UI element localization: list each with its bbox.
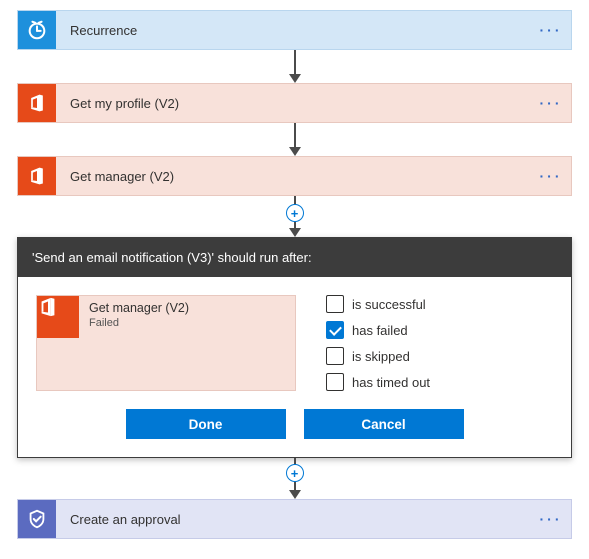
checkbox-label: is skipped [352,349,410,364]
add-step-icon[interactable]: + [286,464,304,482]
step-title: Create an approval [56,512,531,527]
checkbox-icon [326,373,344,391]
recurrence-icon [18,11,56,49]
step-recurrence[interactable]: Recurrence ··· [17,10,572,50]
connector [289,50,301,83]
connector: + [286,196,304,237]
panel-header: 'Send an email notification (V3)' should… [18,238,571,277]
more-icon[interactable]: ··· [531,171,571,181]
step-create-approval[interactable]: Create an approval ··· [17,499,572,539]
checkbox-icon [326,347,344,365]
checkbox-label: has timed out [352,375,430,390]
checkbox-is-successful[interactable]: is successful [326,295,430,313]
condition-list: is successful has failed is skipped has … [326,295,430,391]
more-icon[interactable]: ··· [531,98,571,108]
office-icon [37,296,79,338]
done-button[interactable]: Done [126,409,286,439]
run-after-panel: 'Send an email notification (V3)' should… [17,237,572,458]
more-icon[interactable]: ··· [531,514,571,524]
checkbox-has-failed[interactable]: has failed [326,321,430,339]
step-title: Get manager (V2) [56,169,531,184]
add-step-icon[interactable]: + [286,204,304,222]
office-icon [18,157,56,195]
more-icon[interactable]: ··· [531,25,571,35]
checkbox-label: has failed [352,323,408,338]
step-title: Recurrence [56,23,531,38]
step-get-manager[interactable]: Get manager (V2) ··· [17,156,572,196]
approval-icon [18,500,56,538]
step-get-profile[interactable]: Get my profile (V2) ··· [17,83,572,123]
cancel-button[interactable]: Cancel [304,409,464,439]
predecessor-name: Get manager (V2) [89,301,189,315]
checkbox-icon [326,321,344,339]
checkbox-icon [326,295,344,313]
checkbox-is-skipped[interactable]: is skipped [326,347,430,365]
checkbox-has-timed-out[interactable]: has timed out [326,373,430,391]
connector: + [286,458,304,499]
checkbox-label: is successful [352,297,426,312]
predecessor-status: Failed [89,317,189,329]
office-icon [18,84,56,122]
connector [289,123,301,156]
step-title: Get my profile (V2) [56,96,531,111]
predecessor-card: Get manager (V2) Failed [36,295,296,391]
